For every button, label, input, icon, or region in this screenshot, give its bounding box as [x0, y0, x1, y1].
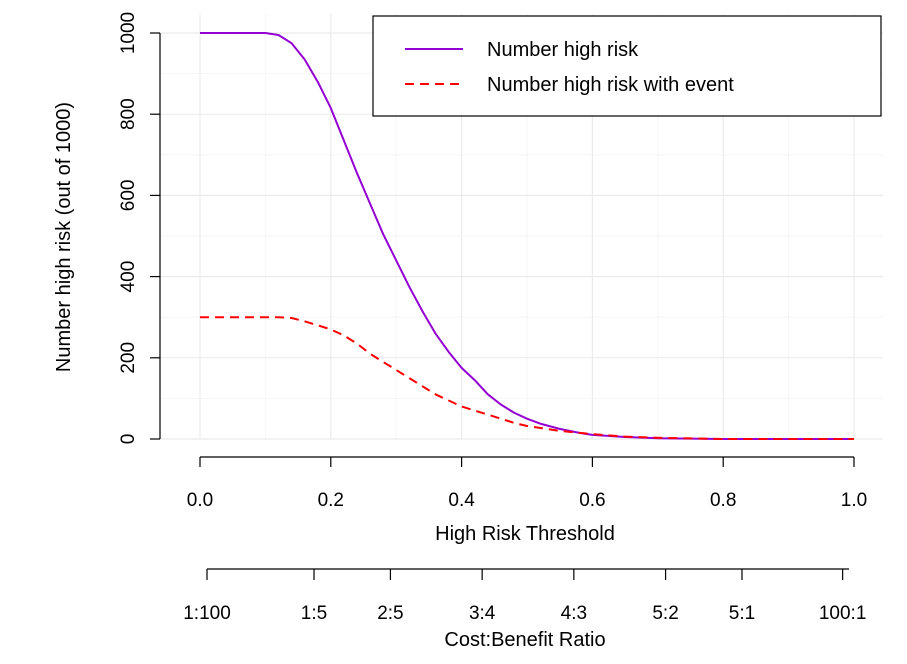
- x-tick-label: 0.6: [579, 490, 605, 511]
- cost-benefit-tick-label: 100:1: [819, 603, 867, 624]
- cost-benefit-tick-label: 4:3: [561, 603, 587, 624]
- x-tick-label: 0.8: [710, 490, 736, 511]
- y-axis-title: Number high risk (out of 1000): [53, 102, 75, 372]
- x-axis-title: High Risk Threshold: [435, 523, 615, 545]
- x-tick-label: 1.0: [841, 490, 867, 511]
- y-tick-label: 600: [118, 180, 139, 212]
- series-line-number-high-risk-with-event: [200, 316, 854, 440]
- cost-benefit-axis-title: Cost:Benefit Ratio: [444, 629, 605, 651]
- y-tick-label: 800: [118, 98, 139, 130]
- cost-benefit-tick-label: 1:100: [183, 603, 231, 624]
- cost-benefit-tick-label: 2:5: [377, 603, 403, 624]
- y-tick-label: 200: [118, 342, 139, 374]
- legend-box: [372, 15, 882, 117]
- cost-benefit-tick-label: 5:2: [652, 603, 678, 624]
- y-tick-label: 0: [118, 434, 139, 445]
- x-tick-label: 0.4: [448, 490, 475, 511]
- legend: Number high risk Number high risk with e…: [372, 15, 882, 117]
- cost-benefit-tick-label: 3:4: [469, 603, 496, 624]
- cost-benefit-axis: 1:100 1:5 2:5 3:4 4:3 5:2 5:1 100:1: [183, 568, 867, 624]
- legend-label-number-high-risk: Number high risk: [487, 39, 639, 61]
- series-layer: [200, 32, 854, 440]
- cost-benefit-tick-label: 5:1: [729, 603, 755, 624]
- y-axis: 0 200 400 600 800 1000: [118, 12, 161, 445]
- x-tick-label: 0.2: [318, 490, 344, 511]
- cost-benefit-tick-label: 1:5: [301, 603, 327, 624]
- x-tick-label: 0.0: [187, 490, 213, 511]
- y-tick-label: 400: [118, 261, 139, 293]
- x-axis: 0.0 0.2 0.4 0.6 0.8 1.0: [187, 456, 867, 511]
- y-tick-label: 1000: [118, 12, 139, 54]
- legend-label-number-high-risk-with-event: Number high risk with event: [487, 74, 734, 96]
